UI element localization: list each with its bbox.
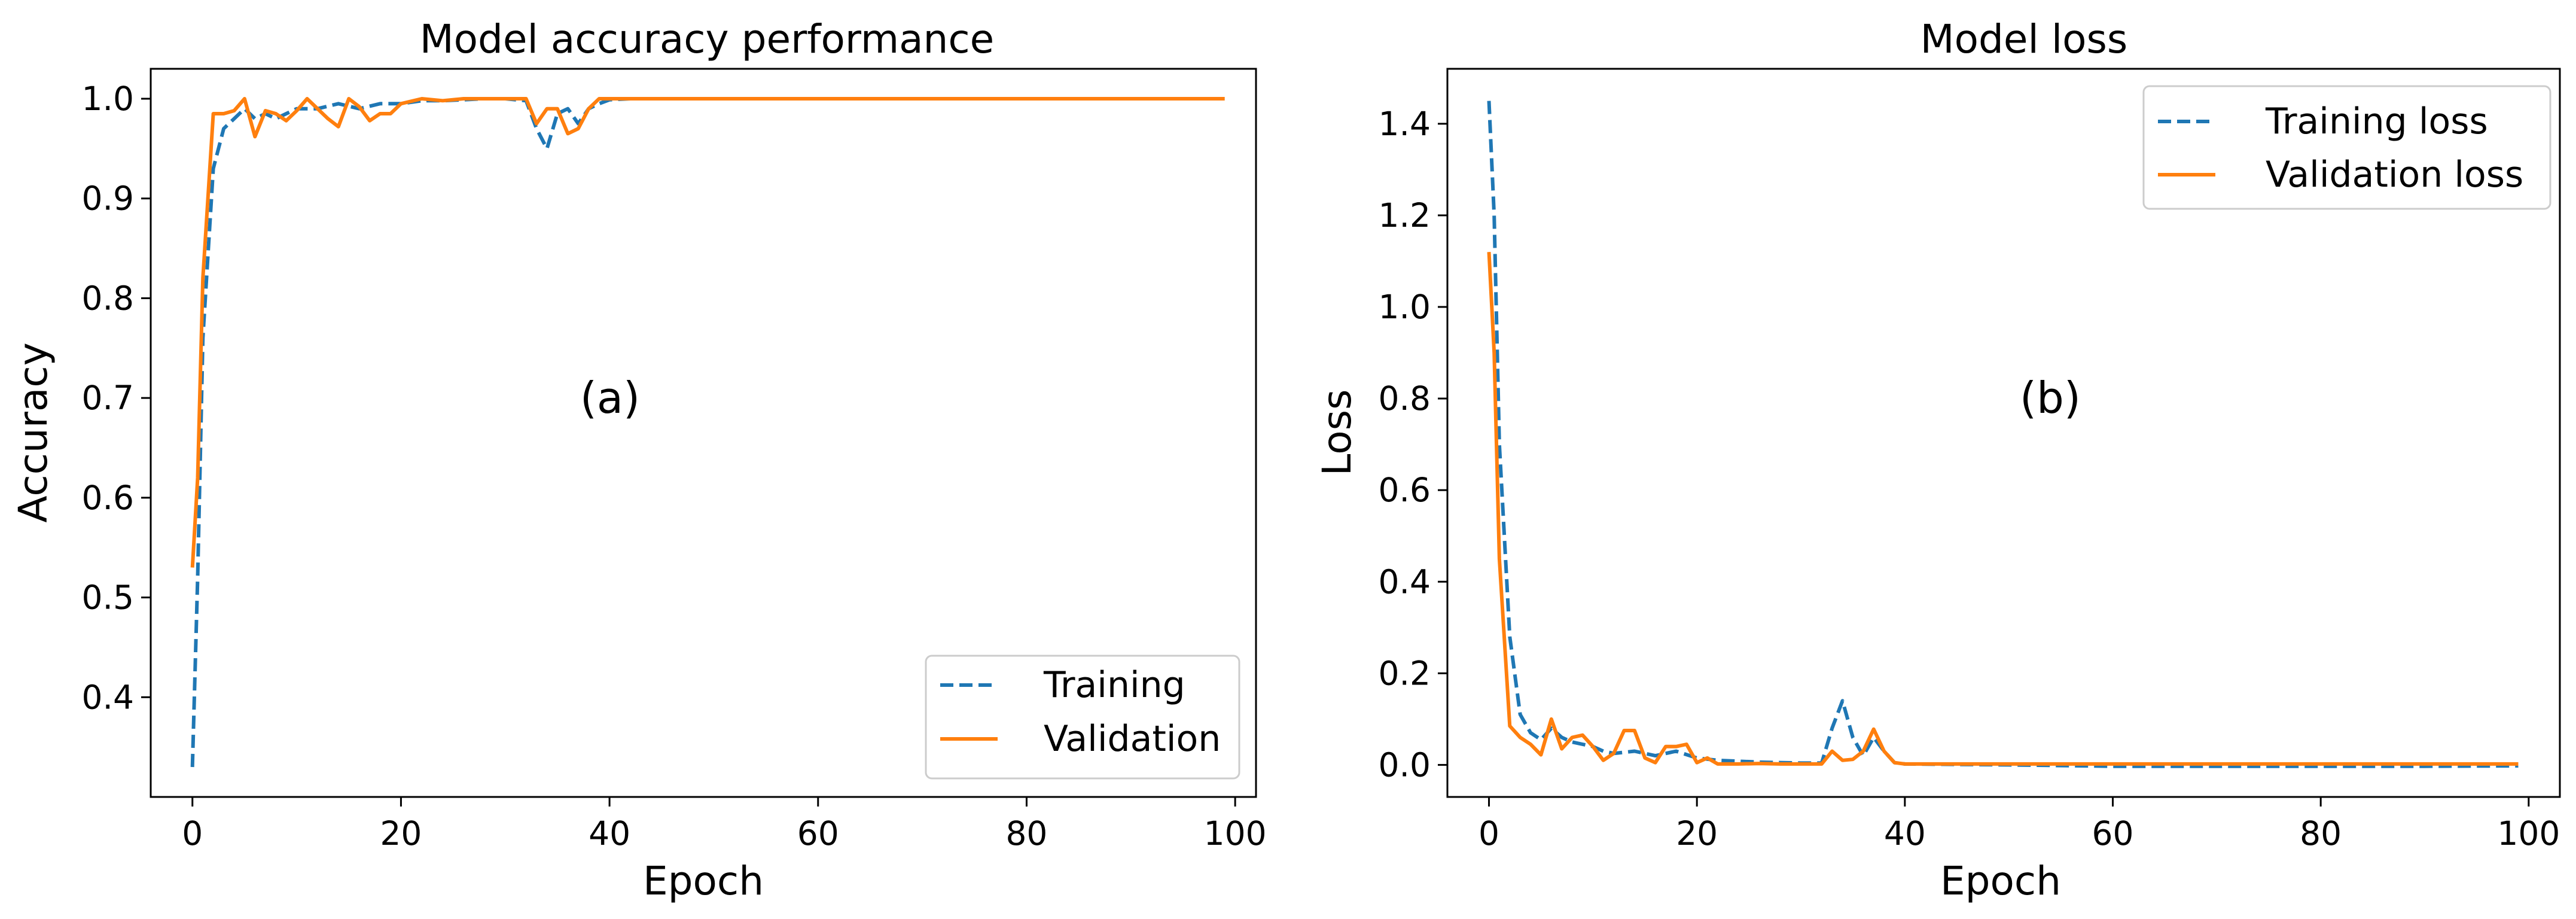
- y-axis-label: Accuracy: [10, 342, 56, 522]
- x-tick-label: 0: [1478, 814, 1499, 853]
- x-tick-label: 100: [1204, 814, 1267, 853]
- y-tick-label: 0.7: [82, 379, 134, 417]
- y-tick-label: 0.6: [1379, 471, 1431, 509]
- x-tick-label: 0: [182, 814, 203, 853]
- x-axis-label: Epoch: [643, 858, 764, 904]
- accuracy-chart: Model accuracy performance 0 20 40 60 80 100 0…: [10, 16, 1267, 904]
- legend-validation-label: Validation: [1044, 718, 1221, 760]
- loss-chart: Model loss 0 20 40 60 80 100 0.0 0.2 0.4 0.6 0.8 1.…: [1314, 16, 2561, 904]
- y-tick-label: 0.4: [1379, 562, 1431, 601]
- y-tick-label: 0.5: [82, 579, 134, 617]
- y-tick-label: 0.9: [82, 179, 134, 218]
- x-tick-label: 20: [1676, 814, 1718, 853]
- legend-validation-loss-label: Validation loss: [2266, 154, 2523, 196]
- series-line-validation: [190, 97, 1225, 568]
- x-tick-label: 20: [380, 814, 422, 853]
- x-tick-label: 40: [1884, 814, 1926, 853]
- y-tick-label: 0.0: [1379, 745, 1431, 784]
- y-tick-label: 0.2: [1379, 654, 1431, 692]
- chart-title: Model accuracy performance: [420, 16, 995, 62]
- y-tick-label: 0.4: [82, 678, 134, 716]
- y-tick-label: 0.8: [1379, 379, 1431, 418]
- y-tick-label: 1.4: [1379, 105, 1431, 143]
- y-tick-label: 0.8: [82, 279, 134, 317]
- x-axis-label: Epoch: [1940, 858, 2061, 904]
- legend-training-label: Training: [1043, 664, 1185, 706]
- y-tick-label: 1.0: [82, 80, 134, 118]
- x-tick-label: 80: [1005, 814, 1047, 853]
- y-tick-label: 1.0: [1379, 288, 1431, 326]
- legend-box: [925, 655, 1240, 780]
- panel-label: (b): [2020, 373, 2081, 423]
- legend: Training loss Validation loss: [2142, 85, 2551, 210]
- chart-title: Model loss: [1920, 16, 2128, 62]
- x-tick-label: 100: [2497, 814, 2560, 853]
- legend: Training Validation: [925, 655, 1240, 780]
- y-tick-label: 0.6: [82, 479, 134, 517]
- plot-frame: [150, 68, 1257, 798]
- series-line-validation-loss: [1487, 252, 2519, 766]
- y-axis-label: Loss: [1314, 389, 1360, 476]
- x-tick-label: 60: [2092, 814, 2134, 853]
- plot-frame: [1446, 68, 2561, 798]
- x-tick-label: 40: [589, 814, 630, 853]
- x-tick-label: 60: [797, 814, 839, 853]
- legend-training-loss-label: Training loss: [2265, 101, 2488, 142]
- x-tick-label: 80: [2300, 814, 2342, 853]
- y-tick-label: 1.2: [1379, 196, 1431, 235]
- panel-label: (a): [580, 373, 640, 423]
- legend-box: [2142, 85, 2551, 210]
